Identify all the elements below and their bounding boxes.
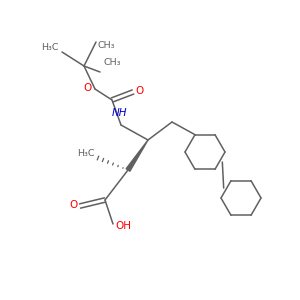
Text: NH: NH bbox=[111, 108, 127, 118]
Text: O: O bbox=[69, 200, 77, 210]
Text: H₃C: H₃C bbox=[77, 148, 95, 158]
Polygon shape bbox=[126, 140, 148, 171]
Text: O: O bbox=[84, 83, 92, 93]
Text: CH₃: CH₃ bbox=[103, 58, 121, 67]
Text: OH: OH bbox=[115, 221, 131, 231]
Text: H₃C: H₃C bbox=[41, 44, 59, 52]
Text: CH₃: CH₃ bbox=[98, 41, 116, 50]
Text: O: O bbox=[136, 86, 144, 96]
